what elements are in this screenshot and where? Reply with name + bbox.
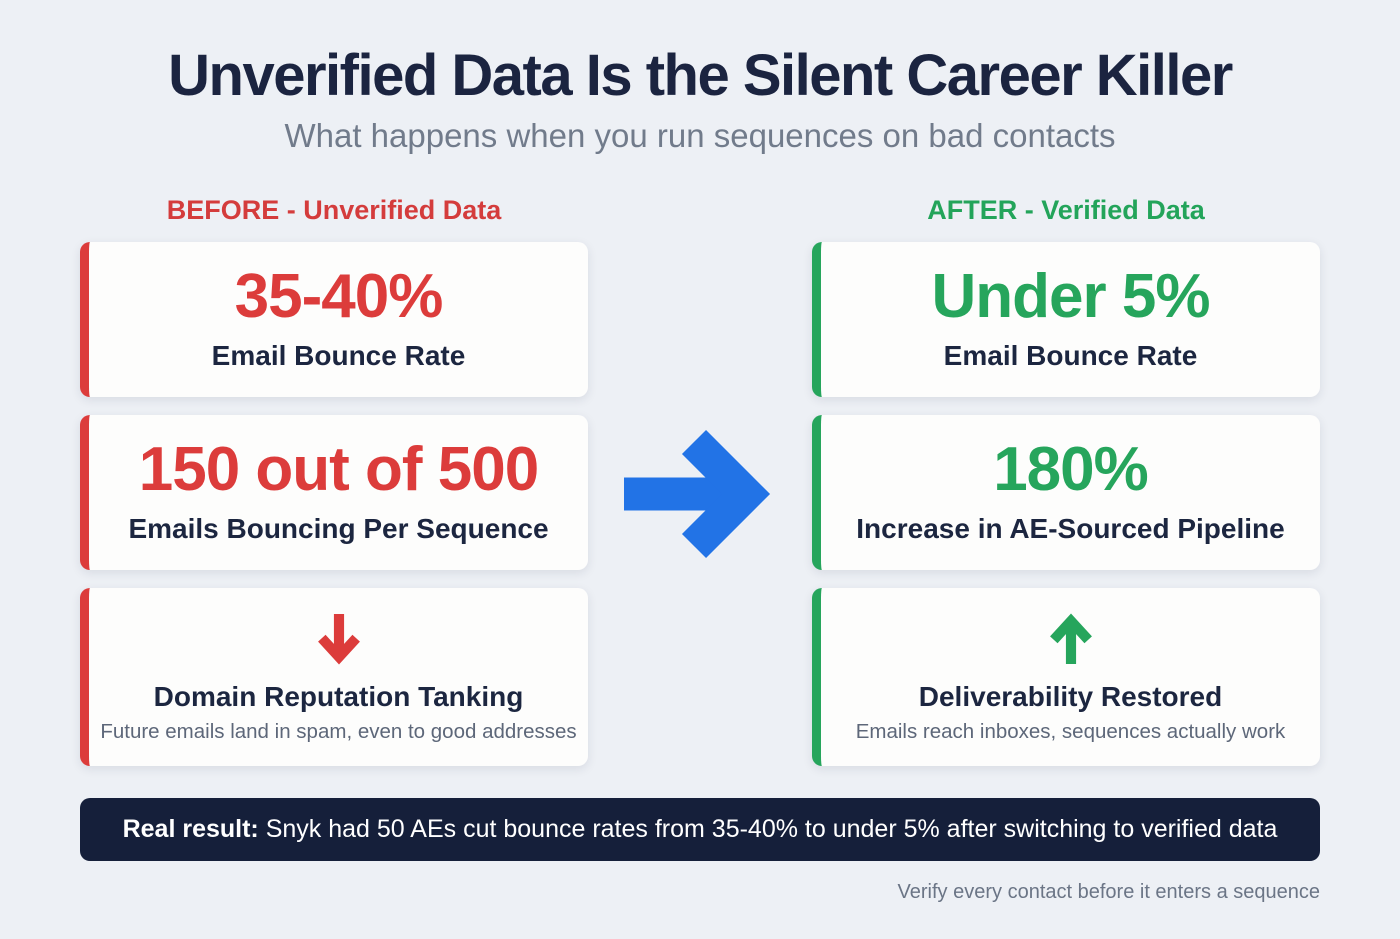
before-reputation-desc: Future emails land in spam, even to good…	[100, 720, 577, 744]
before-bounce-rate-value: 35-40%	[234, 262, 444, 332]
after-pipeline-value: 180%	[993, 435, 1149, 505]
page-subtitle: What happens when you run sequences on b…	[284, 116, 1116, 154]
arrow-right-icon	[624, 429, 771, 558]
after-bounce-rate-card: Under 5% Email Bounce Rate	[812, 241, 1320, 397]
arrow-up-icon	[1046, 609, 1096, 669]
before-reputation-card: Domain Reputation Tanking Future emails …	[80, 587, 588, 766]
before-column: 35-40% Email Bounce Rate 150 out of 500 …	[80, 241, 588, 766]
banner-bold-text: Real result:	[122, 814, 259, 843]
page-title: Unverified Data Is the Silent Career Kil…	[168, 43, 1233, 108]
real-result-banner: Real result: Snyk had 50 AEs cut bounce …	[80, 797, 1320, 861]
after-deliverability-title: Deliverability Restored	[918, 681, 1223, 713]
after-pipeline-label: Increase in AE-Sourced Pipeline	[856, 513, 1285, 545]
before-bouncing-per-sequence-card: 150 out of 500 Emails Bouncing Per Seque…	[80, 414, 588, 570]
before-bouncing-label: Emails Bouncing Per Sequence	[128, 513, 549, 545]
infographic: Unverified Data Is the Silent Career Kil…	[80, 0, 1320, 904]
before-bounce-rate-card: 35-40% Email Bounce Rate	[80, 241, 588, 397]
after-column: Under 5% Email Bounce Rate 180% Increase…	[812, 241, 1320, 766]
arrow-down-icon	[314, 609, 364, 669]
after-bounce-rate-label: Email Bounce Rate	[943, 340, 1198, 372]
before-reputation-title: Domain Reputation Tanking	[153, 681, 524, 713]
after-bounce-rate-value: Under 5%	[931, 262, 1211, 332]
after-column-header: AFTER - Verified Data	[927, 194, 1205, 225]
after-pipeline-card: 180% Increase in AE-Sourced Pipeline	[812, 414, 1320, 570]
before-bounce-rate-label: Email Bounce Rate	[211, 340, 466, 372]
transition-arrow	[588, 242, 812, 766]
comparison-grid: 35-40% Email Bounce Rate 150 out of 500 …	[80, 241, 1320, 766]
banner-text: Snyk had 50 AEs cut bounce rates from 35…	[258, 814, 1278, 843]
before-column-header: BEFORE - Unverified Data	[166, 194, 502, 225]
after-deliverability-card: Deliverability Restored Emails reach inb…	[812, 587, 1320, 766]
after-deliverability-desc: Emails reach inboxes, sequences actually…	[855, 720, 1286, 744]
footer-note: Verify every contact before it enters a …	[897, 880, 1320, 903]
column-headers: BEFORE - Unverified Data AFTER - Verifie…	[80, 195, 1320, 226]
before-bouncing-value: 150 out of 500	[138, 435, 539, 505]
